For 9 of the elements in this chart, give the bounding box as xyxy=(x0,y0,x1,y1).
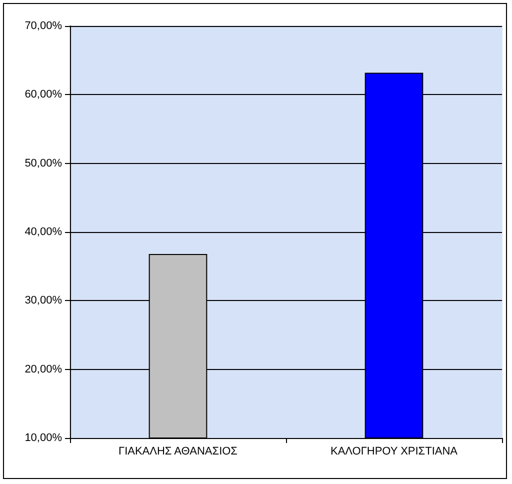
y-tick-label: 20,00% xyxy=(24,363,62,376)
x-tick-label: ΓΙΑΚΑΛΗΣ ΑΘΑΝΑΣΙΟΣ xyxy=(118,446,238,458)
y-tick-label: 10,00% xyxy=(24,432,62,444)
y-tick-label: 40,00% xyxy=(24,226,62,238)
y-tick-label: 30,00% xyxy=(24,294,62,307)
y-tick-label: 60,00% xyxy=(24,88,62,101)
y-tick-label: 50,00% xyxy=(24,157,62,170)
x-tick-label: ΚΑΛΟΓΗΡΟΥ ΧΡΙΣΤΙΑΝΑ xyxy=(330,446,458,458)
y-tick-label: 70,00% xyxy=(24,20,62,32)
